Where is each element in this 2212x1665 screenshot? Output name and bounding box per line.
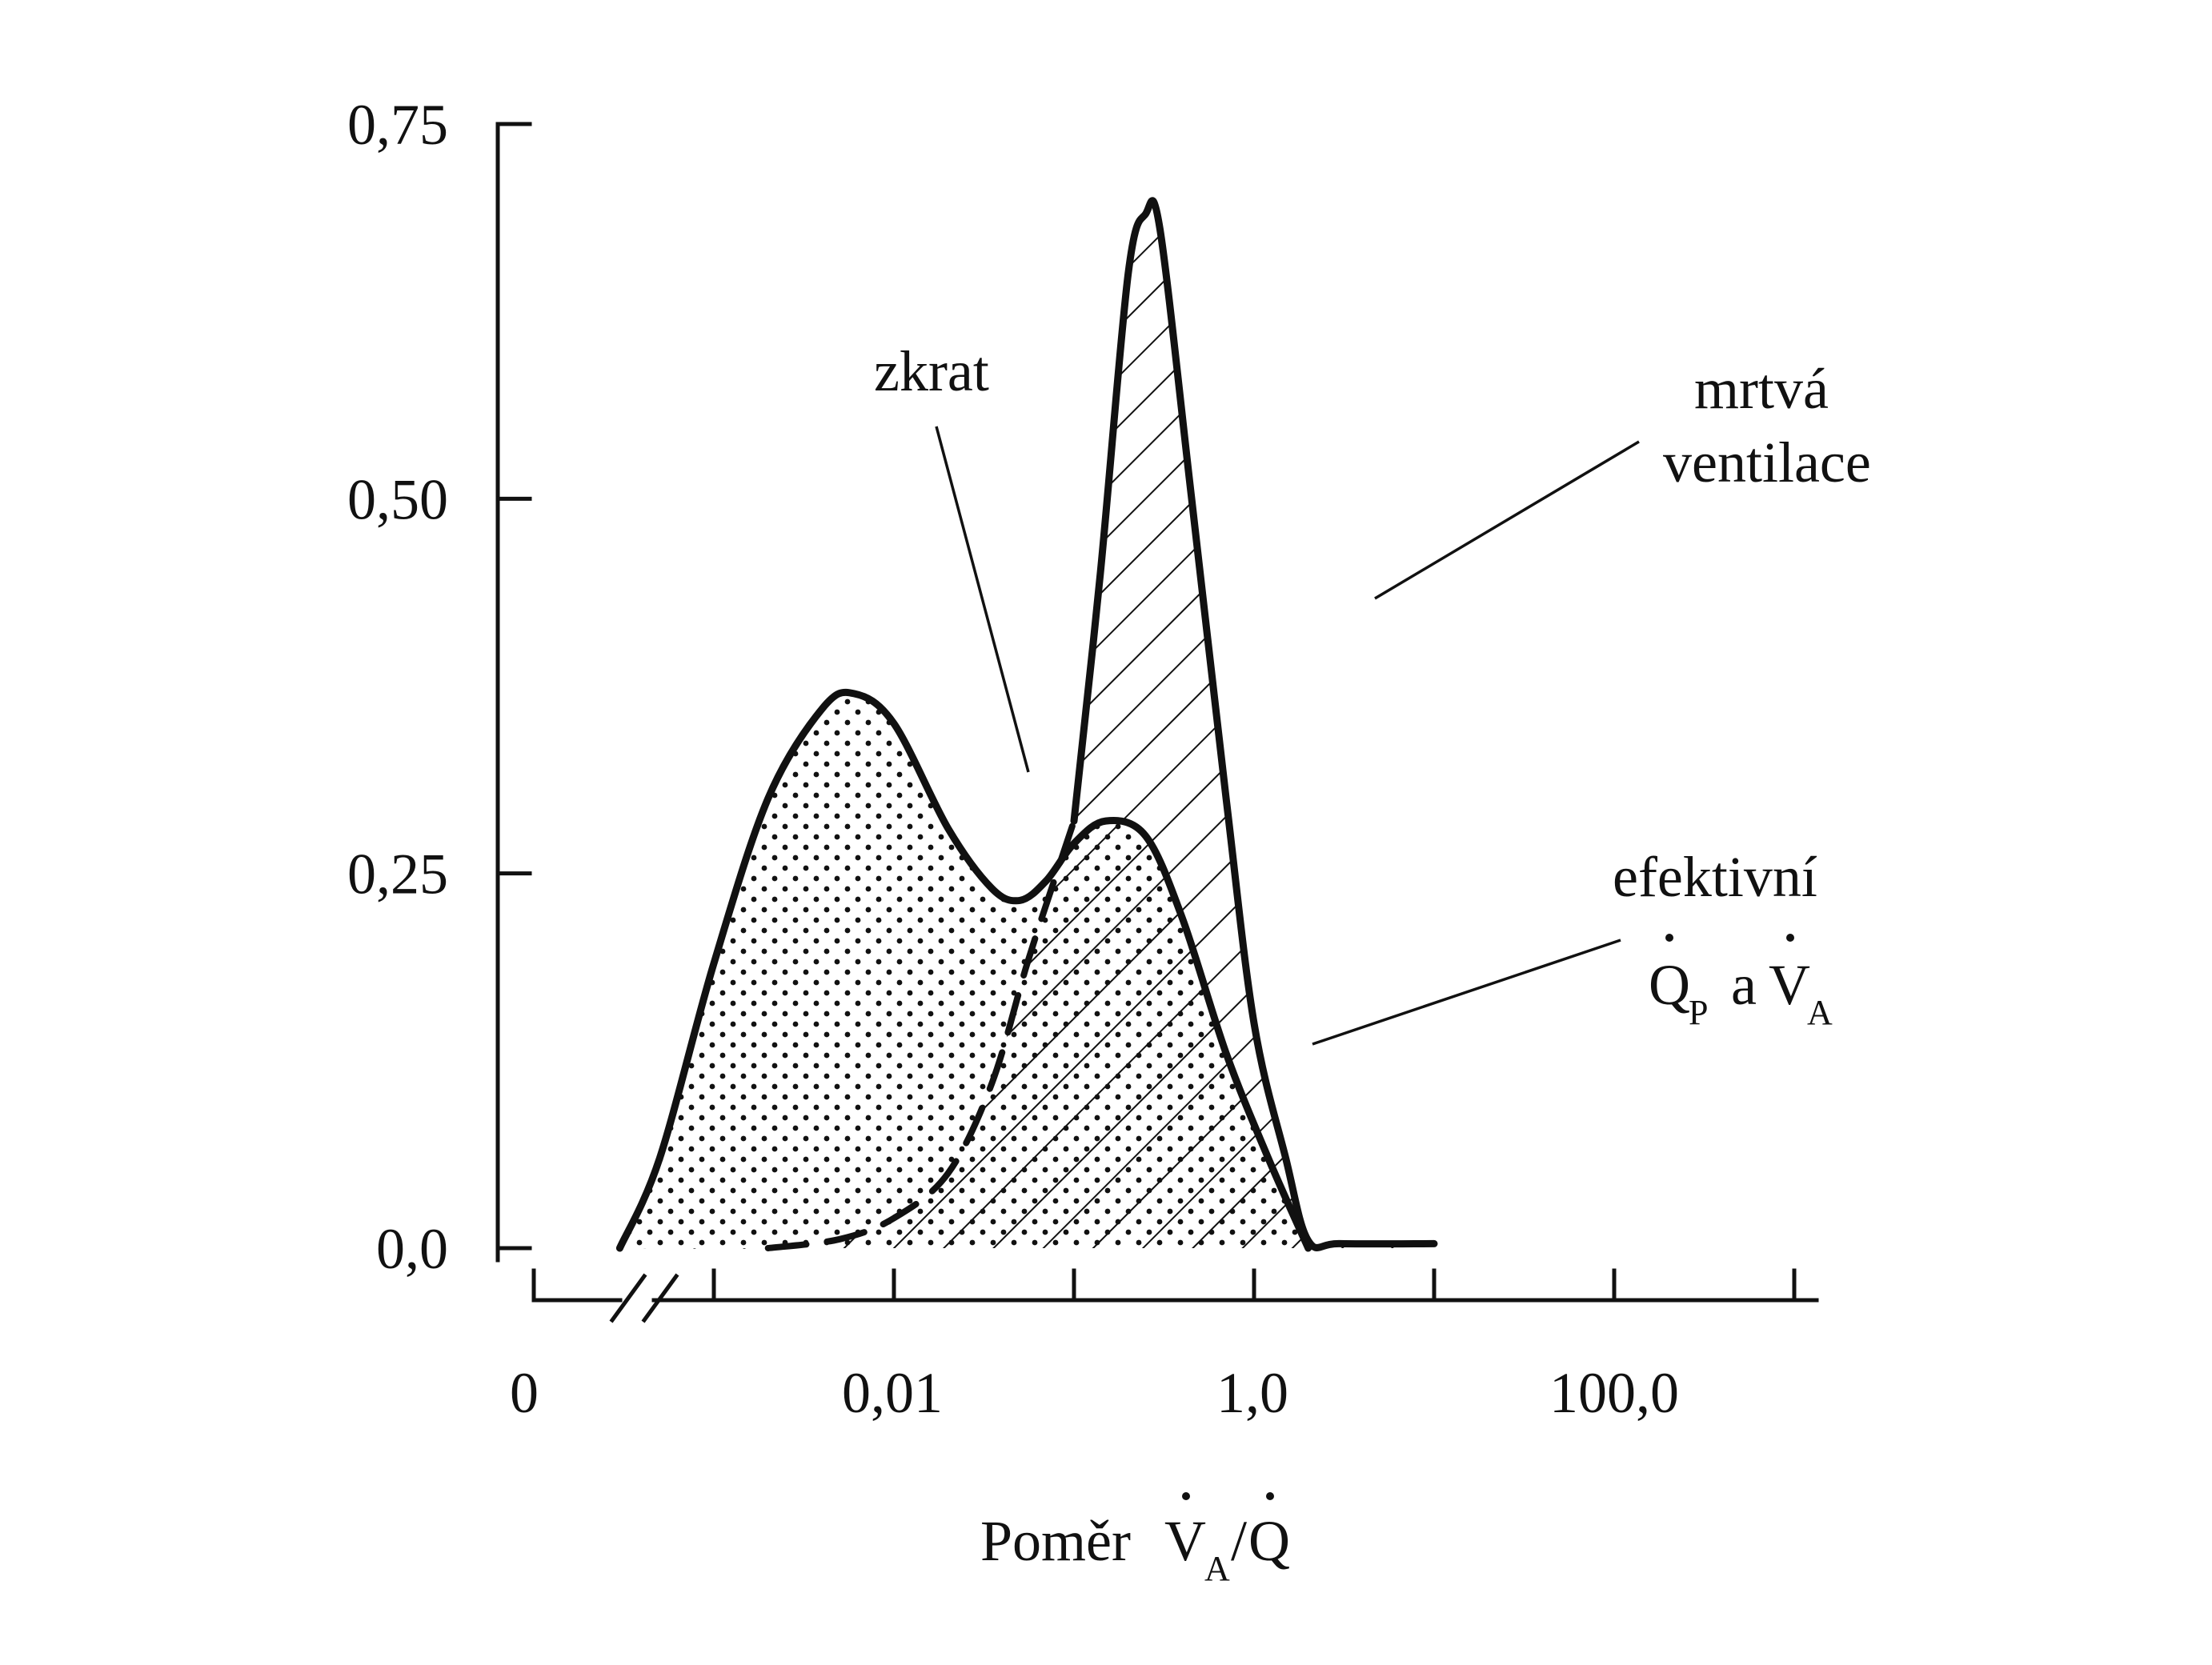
x-axis-title-v: V <box>1164 1509 1206 1573</box>
x-axis-title-q: Q <box>1248 1509 1290 1573</box>
annotation-mrtva-line2: ventilace <box>1663 430 1871 494</box>
annotation-efektivni-q-subscript: P <box>1689 993 1708 1032</box>
mrtva-ventilace-dashed-segment <box>764 818 1077 1251</box>
annotation-mrtva-leader <box>1374 440 1640 600</box>
annotation-efektivni-q: Q <box>1649 953 1690 1017</box>
x-axis-title-v-dot <box>1182 1492 1190 1500</box>
y-axis: 0,0 0,25 0,50 0,75 <box>347 93 532 1281</box>
x-axis-title-q-dot <box>1266 1492 1274 1500</box>
y-tick-label: 0,25 <box>347 843 448 907</box>
annotation-zkrat-leader <box>935 426 1030 773</box>
fills <box>619 200 1434 1249</box>
y-tick-label: 0,75 <box>347 93 448 157</box>
x-axis-title-slash: / <box>1231 1509 1247 1573</box>
mrtva-ventilace-area-hatch <box>619 200 1434 1249</box>
x-tick-label-0-01: 0,01 <box>842 1361 943 1425</box>
x-tick-label-100-0: 100,0 <box>1549 1361 1679 1425</box>
x-axis-title-v-subscript: A <box>1204 1549 1230 1588</box>
axis-break-mark-2 <box>641 1273 679 1323</box>
x-axis-title: Poměr V A / Q <box>980 1492 1290 1588</box>
zkrat-curve <box>615 688 1312 1252</box>
x-tick-labels: 0 0,01 1,0 100,0 <box>510 1361 1679 1425</box>
x-axis: 0 0,01 1,0 100,0 <box>510 1268 1819 1425</box>
axis-break-mark-1 <box>609 1273 647 1323</box>
y-ticks: 0,0 0,25 0,50 0,75 <box>347 93 532 1281</box>
annotation-efektivni-line1: efektivní <box>1613 845 1817 909</box>
x-tick-label-1-0: 1,0 <box>1216 1361 1288 1425</box>
y-tick-label: 0,0 <box>376 1217 448 1281</box>
annotation-efektivni-q-dot <box>1665 934 1673 942</box>
x-tick-label-zero: 0 <box>510 1361 539 1425</box>
y-tick-label: 0,50 <box>347 467 448 531</box>
annotation-efektivni-v-dot <box>1786 934 1794 942</box>
annotation-efektivni-v: V <box>1769 953 1810 1017</box>
mrtva-ventilace-curve <box>1070 197 1438 1251</box>
annotation-efektivni-a: a <box>1731 953 1757 1017</box>
x-axis-title-prefix: Poměr <box>980 1509 1131 1573</box>
annotation-efektivni-v-subscript: A <box>1807 993 1833 1032</box>
annotation-zkrat: zkrat <box>874 339 989 403</box>
x-ticks <box>711 1268 1797 1303</box>
annotations: zkrat mrtvá ventilace efektivní Q P a V … <box>874 339 1871 1046</box>
annotation-efektivni-leader <box>1312 939 1621 1046</box>
annotation-mrtva-line1: mrtvá <box>1694 357 1829 421</box>
